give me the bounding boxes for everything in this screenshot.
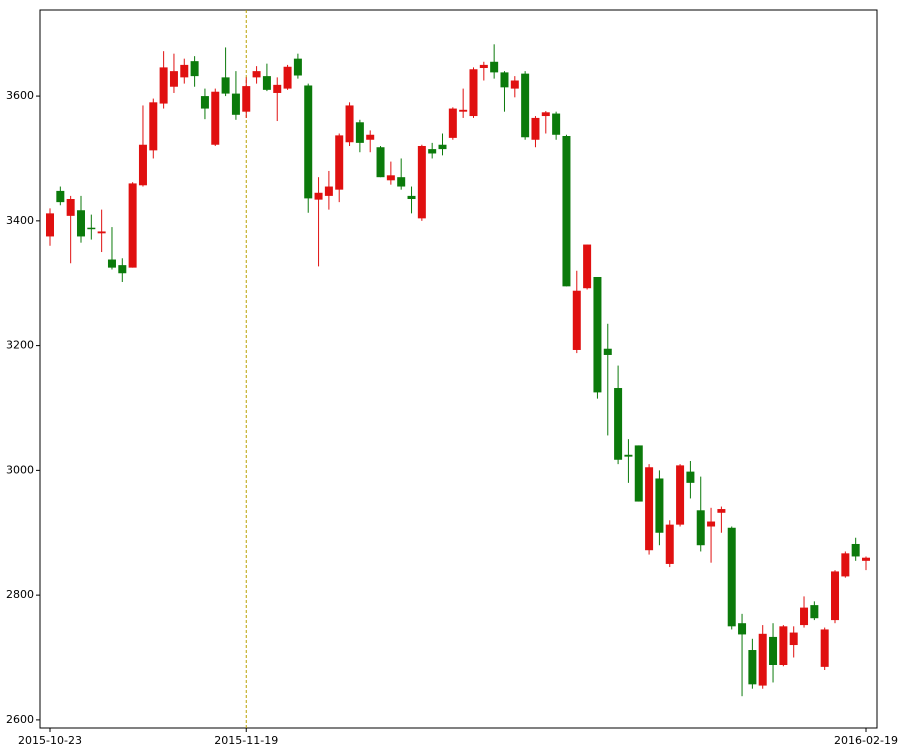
candle-body bbox=[200, 96, 209, 109]
candle-body bbox=[76, 210, 85, 237]
candle-body bbox=[479, 64, 488, 69]
candle-body bbox=[231, 93, 240, 115]
candle-body bbox=[169, 71, 178, 87]
candle-body bbox=[727, 527, 736, 627]
candle-body bbox=[748, 650, 757, 685]
candle-body bbox=[500, 72, 509, 88]
candle-body bbox=[686, 471, 695, 483]
candle-body bbox=[149, 102, 158, 151]
candle-body bbox=[552, 113, 561, 135]
candle-body bbox=[696, 510, 705, 546]
candle-body bbox=[345, 105, 354, 143]
candle-body bbox=[655, 478, 664, 533]
candle-body bbox=[128, 183, 137, 268]
candle-body bbox=[645, 467, 654, 551]
candle-body bbox=[448, 108, 457, 138]
candle-body bbox=[262, 76, 271, 90]
candle-body bbox=[180, 64, 189, 78]
candle-body bbox=[324, 186, 333, 196]
candle-body bbox=[738, 623, 747, 635]
candle-body bbox=[820, 629, 829, 667]
candle-body bbox=[665, 524, 674, 564]
candle-body bbox=[293, 58, 302, 76]
candle-body bbox=[397, 177, 406, 187]
candle-body bbox=[386, 175, 395, 181]
candle-body bbox=[252, 71, 261, 78]
candle-body bbox=[97, 231, 106, 234]
y-tick-label: 2800 bbox=[6, 588, 34, 601]
candle-body bbox=[56, 190, 65, 203]
candle-body bbox=[407, 195, 416, 200]
candle-body bbox=[769, 636, 778, 665]
candle-body bbox=[510, 80, 519, 89]
candle-body bbox=[469, 69, 478, 117]
candle-body bbox=[758, 633, 767, 686]
candle-body bbox=[562, 136, 571, 287]
x-tick-label: 2015-11-19 bbox=[214, 734, 278, 747]
candle-body bbox=[304, 85, 313, 199]
candle-body bbox=[583, 244, 592, 289]
candle-body bbox=[138, 144, 147, 186]
candle-body bbox=[624, 454, 633, 457]
candle-body bbox=[87, 227, 96, 230]
candle-body bbox=[800, 607, 809, 626]
candle-body bbox=[779, 626, 788, 665]
x-tick-label: 2015-10-23 bbox=[18, 734, 82, 747]
candle-body bbox=[211, 91, 220, 145]
candle-body bbox=[831, 571, 840, 621]
candle-body bbox=[46, 213, 54, 237]
candle-body bbox=[862, 557, 870, 561]
candle-body bbox=[66, 199, 75, 216]
candle-body bbox=[273, 84, 282, 93]
candle-body bbox=[417, 145, 426, 219]
y-tick-label: 3000 bbox=[6, 463, 34, 476]
candle-body bbox=[593, 276, 602, 393]
candle-body bbox=[459, 109, 468, 112]
candle-body bbox=[107, 259, 116, 268]
candle-body bbox=[283, 66, 292, 89]
candle-body bbox=[717, 509, 726, 513]
candle-body bbox=[707, 521, 716, 527]
candle-body bbox=[376, 147, 385, 178]
candle-body bbox=[159, 67, 168, 104]
candle-body bbox=[541, 112, 550, 117]
candle-body bbox=[531, 117, 540, 140]
candle-body bbox=[242, 86, 251, 112]
candle-body bbox=[335, 135, 344, 190]
y-tick-label: 3200 bbox=[6, 339, 34, 352]
candle-body bbox=[118, 265, 127, 274]
candle-body bbox=[841, 553, 850, 577]
candle-body bbox=[603, 348, 612, 355]
candle-body bbox=[366, 134, 375, 140]
y-tick-label: 3600 bbox=[6, 89, 34, 102]
candle-body bbox=[614, 388, 623, 460]
y-tick-label: 2600 bbox=[6, 713, 34, 726]
candle-body bbox=[634, 445, 643, 502]
candle-body bbox=[355, 122, 364, 143]
candle-body bbox=[221, 77, 230, 94]
candle-body bbox=[789, 632, 798, 646]
candle-body bbox=[490, 61, 499, 73]
plot-frame bbox=[39, 9, 878, 729]
candle-body bbox=[572, 290, 581, 350]
candle-body bbox=[851, 543, 860, 557]
candle-body bbox=[438, 144, 447, 150]
x-tick-label: 2016-02-19 bbox=[834, 734, 898, 747]
y-tick-label: 3400 bbox=[6, 214, 34, 227]
candle-body bbox=[521, 73, 530, 138]
candle-body bbox=[676, 465, 685, 525]
candle-body bbox=[190, 61, 199, 77]
candle-body bbox=[428, 149, 437, 154]
candle-body bbox=[810, 605, 819, 619]
candle-body bbox=[314, 192, 323, 200]
